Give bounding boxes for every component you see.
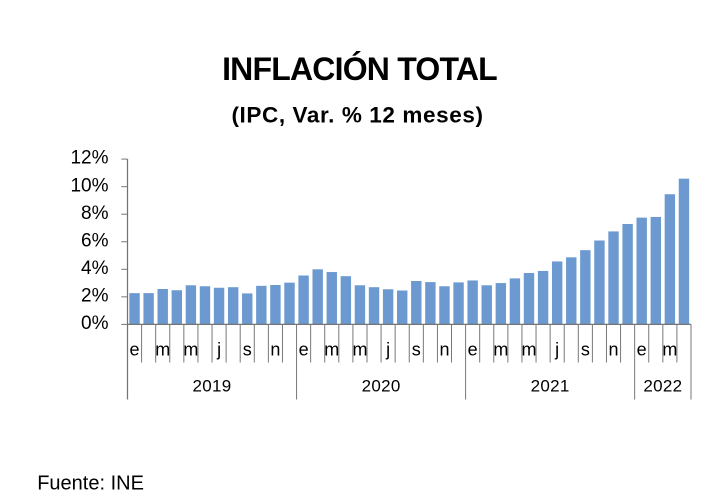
svg-text:s: s [412, 339, 421, 359]
svg-text:m: m [324, 339, 339, 359]
svg-text:2020: 2020 [362, 377, 401, 396]
svg-text:m: m [521, 339, 536, 359]
svg-text:s: s [243, 339, 252, 359]
svg-text:6%: 6% [81, 230, 109, 251]
svg-text:e: e [468, 339, 478, 359]
svg-text:m: m [352, 339, 367, 359]
svg-text:10%: 10% [70, 175, 108, 196]
svg-text:j: j [216, 339, 221, 359]
svg-text:2019: 2019 [193, 377, 232, 396]
svg-text:n: n [609, 339, 619, 359]
svg-text:2022: 2022 [643, 377, 682, 396]
svg-text:2%: 2% [81, 285, 109, 306]
svg-text:12%: 12% [70, 148, 108, 169]
svg-text:n: n [439, 339, 449, 359]
svg-text:INFLACIÓN TOTAL: INFLACIÓN TOTAL [222, 51, 497, 87]
svg-text:n: n [270, 339, 280, 359]
svg-text:e: e [130, 339, 140, 359]
svg-text:0%: 0% [81, 313, 109, 334]
svg-text:j: j [385, 339, 390, 359]
svg-text:(IPC, Var. % 12 meses): (IPC, Var. % 12 meses) [231, 103, 483, 128]
svg-text:j: j [554, 339, 559, 359]
svg-text:8%: 8% [81, 203, 109, 224]
svg-text:e: e [299, 339, 309, 359]
svg-text:s: s [581, 339, 590, 359]
svg-text:m: m [662, 339, 677, 359]
svg-text:m: m [155, 339, 170, 359]
svg-text:2021: 2021 [531, 377, 570, 396]
svg-text:m: m [493, 339, 508, 359]
svg-text:4%: 4% [81, 258, 109, 279]
svg-text:Fuente: INE: Fuente: INE [37, 472, 144, 494]
svg-text:m: m [183, 339, 198, 359]
svg-text:e: e [637, 339, 647, 359]
